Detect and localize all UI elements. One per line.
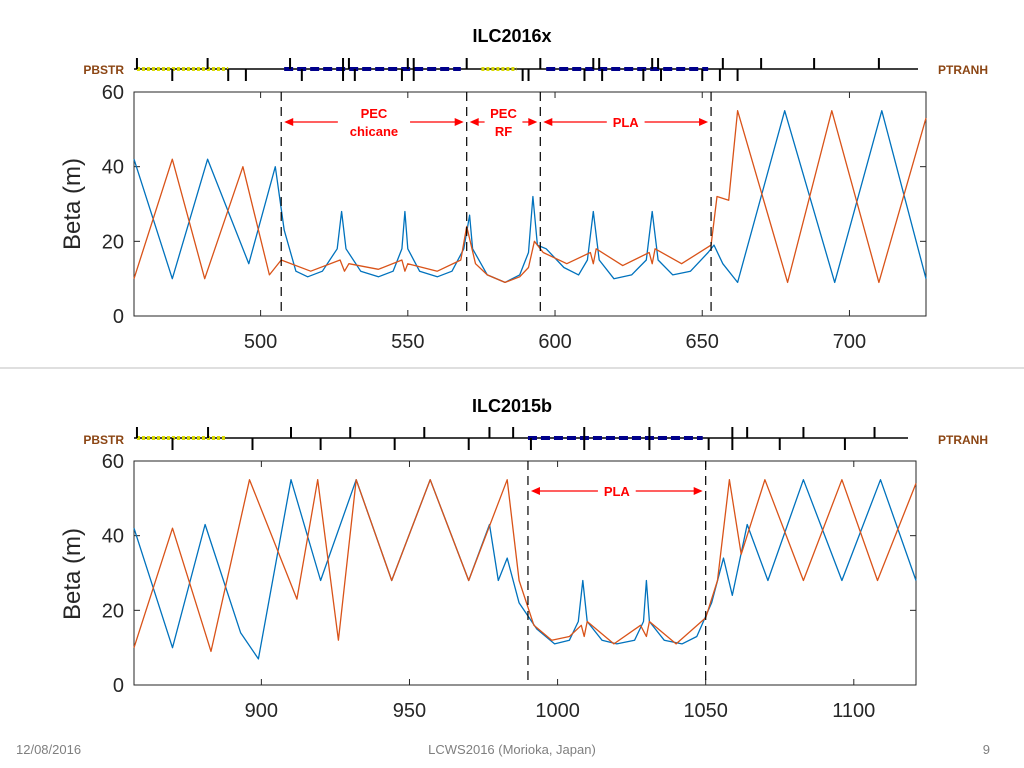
chart-ilc2015b: ILC2015b PBSTR PTRANH 0 20 40 60 900 950 1000 1… <box>59 396 988 722</box>
plot-frame <box>133 91 927 317</box>
beamline-start-label: PBSTR <box>83 433 124 447</box>
x-tick-label: 950 <box>393 700 426 722</box>
x-tick-label: 550 <box>391 331 424 353</box>
chart-title: ILC2016x <box>472 26 551 46</box>
beamline-start-label: PBSTR <box>83 63 124 77</box>
lattice-layout <box>134 58 918 81</box>
x-tick-label: 500 <box>244 331 277 353</box>
beamline-end-label: PTRANH <box>938 433 988 447</box>
region-arrowhead-right <box>699 118 709 126</box>
x-tick-label: 1000 <box>535 700 580 722</box>
region-arrowhead-right <box>693 487 703 495</box>
y-tick-label: 60 <box>102 82 124 104</box>
x-tick-label: 1100 <box>832 700 875 722</box>
region-arrowhead-left <box>284 118 294 126</box>
x-tick-label: 650 <box>686 331 719 353</box>
footer-event: LCWS2016 (Morioka, Japan) <box>428 742 596 757</box>
region-arrowhead-left <box>543 118 553 126</box>
footer-page-number: 9 <box>982 742 990 757</box>
region-arrowhead-right <box>528 118 538 126</box>
x-tick-label: 900 <box>245 700 278 722</box>
y-tick-label: 0 <box>113 306 124 328</box>
x-tick-label: 1050 <box>683 700 728 722</box>
region-arrowhead-right <box>454 118 464 126</box>
lattice-layout <box>134 427 908 450</box>
chart-ilc2016x: ILC2016x PBSTR PTRANH 0 20 40 60 500 550 600 65… <box>59 26 988 353</box>
y-tick-label: 40 <box>102 526 124 548</box>
beta-x-line <box>133 479 917 660</box>
plot-area: 0 20 40 60 500 550 600 650 700 PEC chicane PEC RF PLA <box>102 82 927 353</box>
x-tick-label: 600 <box>538 331 571 353</box>
y-tick-label: 20 <box>102 600 124 622</box>
region-label: PLA <box>613 115 640 130</box>
region-arrowhead-left <box>469 118 479 126</box>
plot-frame <box>133 460 917 686</box>
x-tick-label: 700 <box>833 331 866 353</box>
footer-date: 12/08/2016 <box>16 742 82 757</box>
region-label: PLA <box>604 484 631 499</box>
beta-x-line <box>133 110 927 284</box>
chart-title: ILC2015b <box>472 396 552 416</box>
region-label: PEC <box>490 106 517 121</box>
beamline-end-label: PTRANH <box>938 63 988 77</box>
region-arrowhead-left <box>530 487 540 495</box>
beta-y-line <box>133 479 917 653</box>
y-tick-label: 60 <box>102 451 124 473</box>
beta-y-line <box>133 110 927 284</box>
y-axis-label: Beta (m) <box>59 158 86 250</box>
y-tick-label: 0 <box>113 675 124 697</box>
region-label: PEC <box>361 106 388 121</box>
region-label: RF <box>495 124 512 139</box>
y-axis-label: Beta (m) <box>59 528 86 620</box>
plot-area: 0 20 40 60 900 950 1000 1050 1100 PLA <box>102 451 917 722</box>
region-label: chicane <box>350 124 398 139</box>
y-tick-label: 40 <box>102 157 124 179</box>
y-tick-label: 20 <box>102 231 124 253</box>
